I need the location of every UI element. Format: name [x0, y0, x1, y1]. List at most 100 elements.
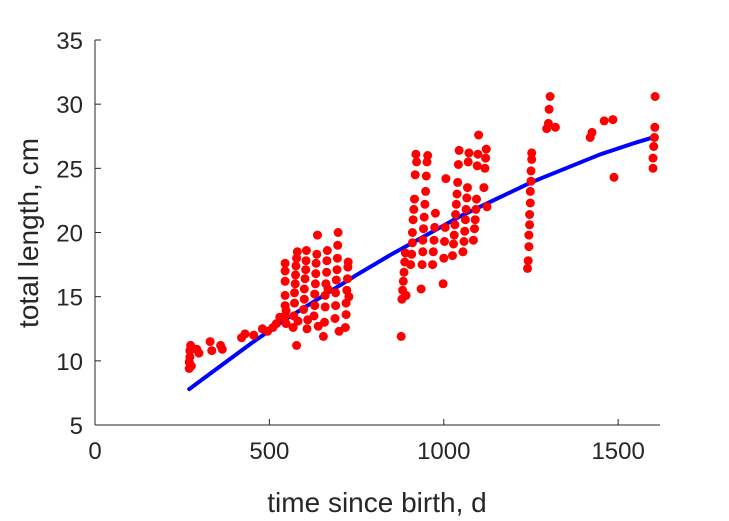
data-point [599, 116, 609, 126]
data-point [543, 118, 553, 128]
data-point [450, 220, 460, 230]
data-point [412, 157, 422, 167]
data-point [460, 226, 470, 236]
data-point [430, 208, 440, 218]
data-point [300, 274, 310, 284]
data-point [648, 153, 658, 163]
data-point [468, 235, 478, 245]
data-point [280, 266, 290, 276]
data-point [470, 215, 480, 225]
y-tick-label: 20 [56, 221, 83, 248]
data-point [301, 265, 311, 275]
data-point [320, 317, 329, 327]
data-point [648, 163, 658, 173]
data-point [312, 249, 322, 259]
x-tick-label: 500 [249, 438, 289, 465]
data-point [473, 149, 483, 159]
data-point [421, 171, 431, 181]
data-point [409, 204, 419, 214]
data-point [309, 311, 319, 321]
data-point [194, 348, 204, 358]
data-point [439, 253, 449, 263]
data-point [290, 298, 299, 308]
data-point [417, 260, 427, 270]
data-point [299, 305, 309, 314]
data-point [322, 267, 332, 277]
data-point [482, 202, 492, 212]
fit-curve-layer [187, 134, 659, 392]
data-point [440, 237, 449, 246]
data-point [650, 122, 660, 132]
data-point [301, 256, 311, 266]
data-point [461, 204, 471, 214]
data-point [449, 230, 459, 240]
data-point [291, 261, 301, 271]
data-point [310, 279, 320, 289]
data-point [185, 352, 195, 362]
data-point [474, 130, 484, 140]
data-point [550, 122, 560, 132]
data-point [421, 186, 431, 196]
data-point [281, 306, 291, 316]
data-point [310, 289, 320, 299]
data-point [302, 324, 312, 334]
data-point [525, 210, 535, 219]
data-point [526, 176, 536, 186]
data-point [344, 292, 354, 302]
data-point [608, 115, 618, 125]
x-tick-label: 1000 [417, 438, 470, 465]
data-point [330, 314, 340, 323]
data-point [280, 258, 290, 268]
data-point [523, 256, 533, 266]
data-point [332, 253, 342, 263]
data-point [453, 177, 463, 187]
data-point [310, 301, 320, 311]
data-point [452, 189, 462, 199]
data-point [332, 265, 342, 275]
data-point [525, 186, 535, 196]
data-point [544, 104, 554, 114]
data-point [459, 237, 469, 246]
data-point [293, 316, 303, 326]
data-point [524, 230, 534, 240]
data-point [291, 270, 300, 280]
data-point [527, 154, 537, 164]
data-point [525, 220, 535, 230]
data-point [440, 222, 450, 232]
data-points-layer [184, 92, 660, 373]
data-point [240, 329, 250, 339]
data-point [587, 127, 597, 137]
data-point [441, 174, 451, 184]
data-point [333, 240, 343, 250]
data-point [420, 199, 430, 209]
fit-curve [187, 134, 659, 392]
data-point [280, 290, 290, 300]
data-point [451, 199, 461, 209]
data-point [527, 148, 537, 158]
data-point [313, 230, 322, 240]
data-point [290, 279, 300, 289]
data-point [292, 247, 302, 257]
data-point [416, 284, 426, 294]
data-point [331, 275, 341, 285]
data-point [399, 267, 409, 277]
data-point [649, 142, 659, 151]
data-point [217, 344, 227, 354]
data-point [292, 340, 302, 350]
data-point [333, 228, 343, 237]
data-point [545, 92, 555, 101]
data-point [454, 145, 464, 155]
data-point [398, 276, 408, 286]
data-point [419, 224, 428, 234]
y-tick-label: 30 [56, 92, 83, 119]
data-point [609, 172, 619, 182]
data-point [410, 170, 420, 180]
data-point [249, 330, 259, 340]
data-point [480, 163, 490, 173]
data-point [423, 151, 433, 160]
data-point [340, 323, 350, 332]
data-point [428, 260, 438, 270]
data-point [186, 361, 196, 371]
y-tick-label: 15 [56, 285, 83, 312]
data-point [299, 294, 309, 304]
